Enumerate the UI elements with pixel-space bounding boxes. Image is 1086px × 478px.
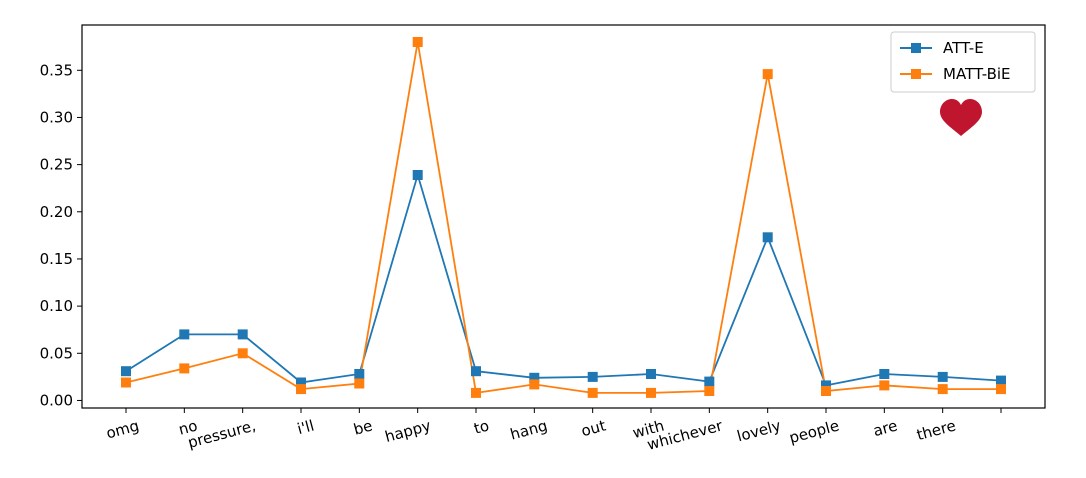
data-point-att-e [179,329,190,340]
legend: ATT-E MATT-BiE [890,31,1036,93]
x-tick-label: pressure, [186,416,258,451]
series-line-att-e [125,171,1002,387]
data-point-matt-bie [354,378,365,389]
legend-label-att-e: ATT-E [943,39,984,57]
x-tick-label: there [915,416,958,444]
y-axis-ticks: 0.00 0.05 0.10 0.15 0.20 0.25 0.30 0.35 [40,61,82,409]
legend-label-matt-bie: MATT-BiE [943,65,1011,83]
x-tick-label: be [352,416,375,438]
data-point-att-e [471,366,481,377]
data-point-att-e [704,376,715,387]
plot-frame [81,24,1046,409]
data-point-matt-bie [646,387,656,398]
x-tick-label: are [871,416,899,440]
data-point-matt-bie [412,37,423,47]
x-tick-label: no [177,416,200,438]
data-point-att-e [646,369,656,379]
x-tick-label: happy [383,416,433,445]
data-point-att-e [529,372,540,383]
data-point-matt-bie [821,386,831,396]
x-tick-label: out [579,416,608,440]
data-point-matt-bie [179,363,190,374]
legend-marker-att-e [911,43,921,53]
data-point-matt-bie [529,379,540,390]
legend-marker-matt-bie [911,69,921,79]
data-point-att-e [296,377,306,388]
data-point-matt-bie [996,384,1006,395]
y-tick-label: 0.15 [40,250,73,268]
data-point-matt-bie [121,377,131,388]
data-point-att-e [587,371,598,382]
data-point-matt-bie [237,348,248,359]
data-point-matt-bie [762,69,773,80]
data-point-matt-bie [471,387,481,398]
series-layer [121,37,1006,398]
data-point-att-e [121,366,131,377]
y-tick-label: 0.00 [40,391,73,409]
data-point-att-e [879,369,890,379]
x-tick-label: to [472,416,491,437]
y-tick-label: 0.30 [40,108,73,126]
y-tick-label: 0.25 [40,156,73,174]
data-point-att-e [762,232,773,243]
y-tick-label: 0.20 [40,203,73,221]
x-tick-label: people [787,416,841,447]
x-tick-label: lovely [735,416,783,445]
heart-icon [940,99,982,136]
data-point-matt-bie [587,387,598,398]
x-tick-label: i'll [295,416,316,438]
data-point-att-e [237,329,248,340]
y-tick-label: 0.10 [40,297,73,315]
data-point-matt-bie [879,380,890,391]
data-point-matt-bie [704,386,715,396]
data-point-att-e [996,375,1006,386]
series-line-matt-bie [125,41,1001,394]
x-tick-label: omg [104,416,141,442]
data-point-att-e [821,380,831,391]
x-tick-label: hang [508,416,549,443]
data-point-att-e [354,369,365,379]
data-point-matt-bie [296,384,306,395]
data-point-att-e [937,371,948,382]
data-point-matt-bie [937,384,948,395]
data-point-att-e [412,170,423,180]
y-tick-label: 0.05 [40,344,73,362]
y-tick-label: 0.35 [40,61,73,79]
